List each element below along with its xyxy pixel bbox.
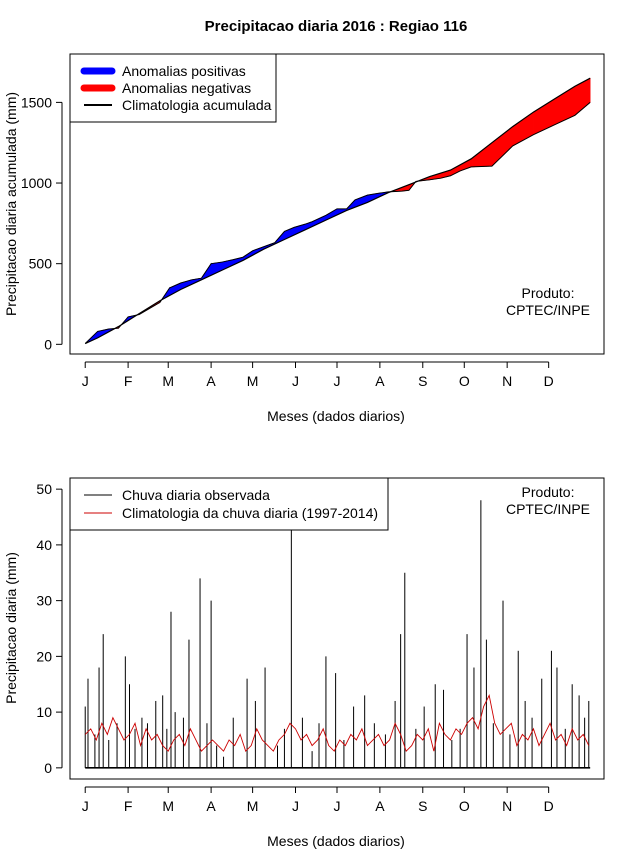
legend-label-climatology: Climatologia da chuva diaria (1997-2014) [122,505,378,521]
x-tick-label: M [162,798,174,814]
y-tick-label: 50 [36,481,52,497]
panel-accumulated: 0 500 1000 1500 J F M A M J J A S O N D Meses (dados d… [3,53,605,424]
product-source: CPTEC/INPE [506,302,590,318]
legend-label-observed: Chuva diaria observada [122,487,270,503]
x-tick-label: S [418,373,427,389]
panel-daily: 0 10 20 30 40 50 J F M A M J J A S O N D Meses (dados di… [3,477,605,849]
x-axis-label: Meses (dados diarios) [267,408,405,424]
x-tick-label: A [206,373,216,389]
y-tick-label: 0 [44,336,52,352]
x-tick-label: F [124,373,133,389]
y-tick-label: 0 [44,760,52,776]
product-label: Produto: [522,285,575,301]
product-label: Produto: [522,484,575,500]
x-tick-label: J [334,373,341,389]
x-axis-label: Meses (dados diarios) [267,833,405,849]
legend-label-climatology: Climatologia acumulada [122,97,272,113]
observed-rain-bars [84,500,591,769]
x-tick-label: M [247,798,259,814]
x-tick-label: M [247,373,259,389]
figure-title: Precipitacao diaria 2016 : Regiao 116 [205,18,468,35]
climatology-line [84,77,591,345]
y-tick-label: 10 [36,704,52,720]
product-source: CPTEC/INPE [506,501,590,517]
x-tick-label: A [206,798,216,814]
observed-accumulated-line [84,102,591,344]
legend-label-positive: Anomalias positivas [122,63,246,79]
x-tick-label: O [459,373,470,389]
negative-anomaly-area [588,77,591,105]
x-tick-label: D [544,798,554,814]
y-tick-label: 1000 [21,175,52,191]
x-tick-label: J [292,373,299,389]
legend-box [69,477,389,531]
x-tick-label: F [124,798,133,814]
x-tick-label: D [544,373,554,389]
x-tick-label: J [334,798,341,814]
y-axis: 0 10 20 30 40 50 [36,481,63,776]
x-tick-label: J [82,798,89,814]
x-tick-label: A [375,798,385,814]
x-tick-label: J [82,373,89,389]
plot-frame [69,53,605,355]
x-tick-label: A [375,373,385,389]
y-tick-label: 20 [36,648,52,664]
y-axis: 0 500 1000 1500 [21,94,63,352]
x-tick-label: O [459,798,470,814]
legend: Anomalias positivas Anomalias negativas … [69,53,277,123]
legend-label-negative: Anomalias negativas [122,80,251,96]
x-tick-label: N [502,798,512,814]
legend: Chuva diaria observada Climatologia da c… [69,477,389,531]
x-tick-label: S [418,798,427,814]
x-tick-label: J [292,798,299,814]
y-axis-label: Precipitacao diaria (mm) [3,552,19,704]
x-tick-label: M [162,373,174,389]
daily-climatology-line [84,694,590,752]
y-tick-label: 40 [36,537,52,553]
y-tick-label: 500 [29,256,53,272]
y-axis-label: Precipitacao diaria acumulada (mm) [3,92,19,316]
y-tick-label: 30 [36,593,52,609]
y-tick-label: 1500 [21,94,52,110]
x-tick-label: N [502,373,512,389]
